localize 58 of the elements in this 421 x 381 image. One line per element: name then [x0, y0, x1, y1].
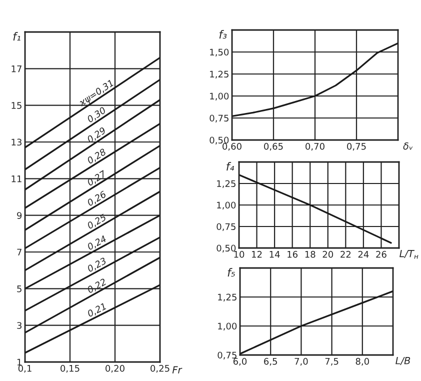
text: 0,28: [86, 148, 108, 165]
x-tick-label: 0,65: [264, 142, 283, 151]
text: 0,22: [86, 278, 108, 294]
x-tick-label: 14: [270, 251, 280, 258]
y-axis-title: f₅: [228, 268, 235, 277]
y-axis-title: f₁: [13, 32, 20, 40]
x-tick-label: 0,75: [347, 142, 366, 151]
x-tick-label: 12: [252, 250, 262, 258]
y-tick-label: 5: [17, 286, 22, 292]
x-tick-label: 0,15: [60, 364, 80, 373]
y-tick-label: 7: [17, 248, 22, 256]
x-axis-title: Fr: [172, 366, 182, 374]
y-tick-label: 1,25: [217, 180, 236, 188]
x-axis-title: L/T$_{н}$: [400, 250, 418, 259]
x-tick-label: 0,1: [18, 364, 32, 373]
y-tick-label: 11: [12, 176, 22, 182]
text: 0,21: [86, 302, 107, 318]
y-tick-label: 1,00: [218, 322, 237, 330]
y-tick-label: 1,25: [218, 294, 236, 302]
x-tick-label: 0,70: [306, 142, 324, 151]
x-axis-title: δᵥ: [403, 142, 413, 150]
y-tick-label: 0,75: [218, 352, 236, 360]
y-tick-label: 0,50: [216, 244, 236, 252]
text: 0,29: [86, 126, 107, 144]
text: 0,25: [86, 214, 108, 230]
x-tick-label: 0,25: [150, 364, 170, 373]
x-tick-label: 24: [358, 250, 369, 258]
x-tick-label: 18: [305, 250, 316, 258]
y-tick-label: 0,75: [210, 114, 228, 122]
y-tick-label: 1,50: [210, 48, 229, 56]
y-tick-label: 1,00: [210, 92, 229, 100]
text: 0,24: [86, 235, 108, 252]
x-axis-title: L/B: [396, 357, 410, 366]
x-tick-label: 6,5: [264, 358, 277, 366]
x-tick-label: 10: [234, 250, 244, 258]
y-tick-label: 0,50: [210, 136, 229, 144]
x-tick-label: 0,60: [222, 142, 242, 151]
y-tick-label: 3: [17, 322, 22, 329]
y-tick-label: 1,25: [210, 70, 228, 78]
x-tick-label: 26: [376, 250, 386, 258]
x-tick-label: 16: [288, 250, 298, 258]
x-tick-label: 7,0: [294, 358, 308, 366]
x-tick-label: 22: [340, 250, 351, 258]
y-tick-label: 13: [12, 138, 22, 146]
y-tick-label: 15: [12, 102, 22, 109]
y-axis-title: f₄: [226, 162, 234, 170]
x-tick-label: 7,5: [325, 358, 338, 366]
text: 0,23: [86, 257, 108, 274]
x-tick-label: 0,20: [106, 364, 124, 373]
x-tick-label: 8,0: [356, 358, 369, 366]
y-axis-title: f₃: [219, 30, 227, 39]
x-tick-label: 6,0: [233, 358, 247, 366]
y-tick-label: 17: [12, 66, 22, 72]
y-tick-label: 1,00: [217, 202, 236, 210]
x-tick-label: 20: [322, 250, 334, 258]
y-tick-label: 0,75: [216, 223, 236, 231]
y-tick-label: 9: [17, 212, 22, 219]
y-tick-label: 1: [17, 358, 22, 366]
